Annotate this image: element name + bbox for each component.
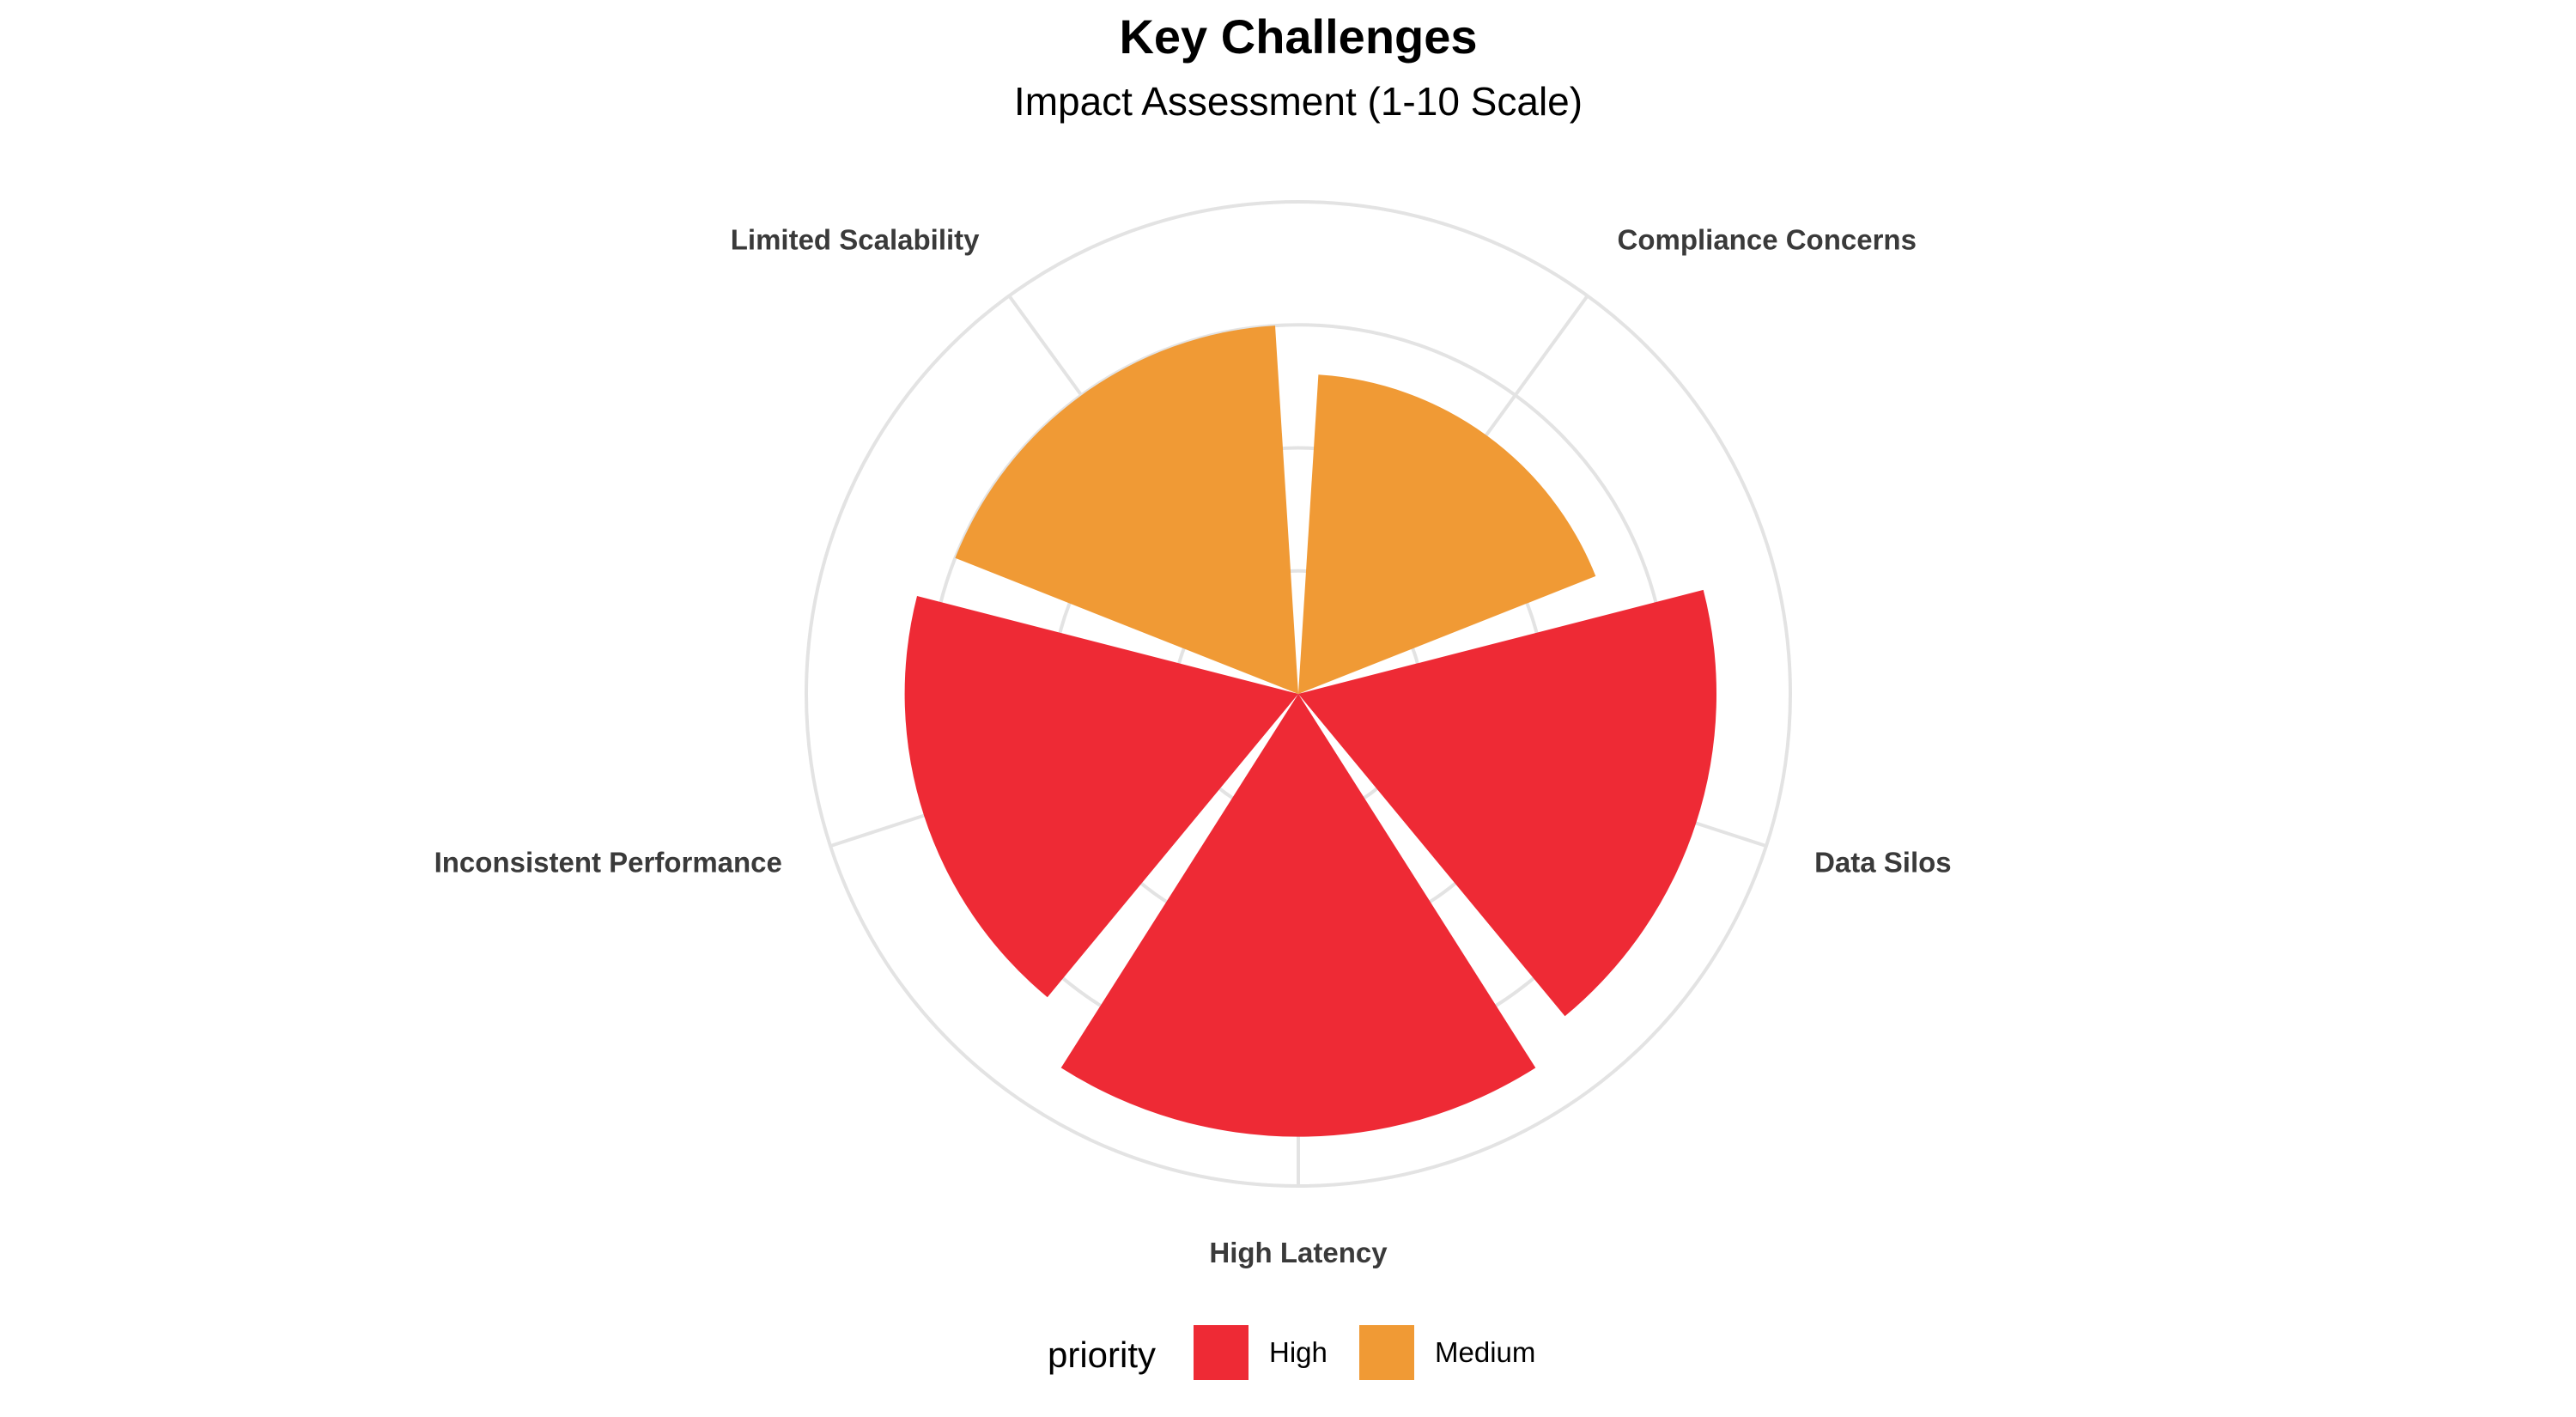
legend-swatch-medium xyxy=(1359,1325,1414,1380)
bar-compliance-concerns xyxy=(1298,374,1596,694)
category-label-inconsistent-performance: Inconsistent Performance xyxy=(434,846,782,878)
legend-swatch-high xyxy=(1194,1325,1249,1380)
category-label-compliance-concerns: Compliance Concerns xyxy=(1618,224,1917,256)
legend-label-high: High xyxy=(1269,1336,1327,1368)
category-label-data-silos: Data Silos xyxy=(1814,846,1952,878)
bar-inconsistent-performance xyxy=(904,596,1298,998)
legend-label-medium: Medium xyxy=(1435,1336,1535,1368)
chart-subtitle: Impact Assessment (1-10 Scale) xyxy=(1014,79,1583,124)
bar-limited-scalability xyxy=(955,325,1298,694)
legend-title: priority xyxy=(1048,1335,1156,1375)
chart-title: Key Challenges xyxy=(1119,9,1477,64)
bar-data-silos xyxy=(1298,589,1717,1017)
category-label-limited-scalability: Limited Scalability xyxy=(731,224,980,256)
legend: priority High Medium xyxy=(1048,1325,1535,1380)
category-labels: Compliance Concerns Data Silos High Latenc… xyxy=(434,224,1952,1268)
bar-high-latency xyxy=(1060,694,1536,1137)
chart-bars xyxy=(904,325,1717,1137)
category-label-high-latency: High Latency xyxy=(1209,1237,1388,1268)
